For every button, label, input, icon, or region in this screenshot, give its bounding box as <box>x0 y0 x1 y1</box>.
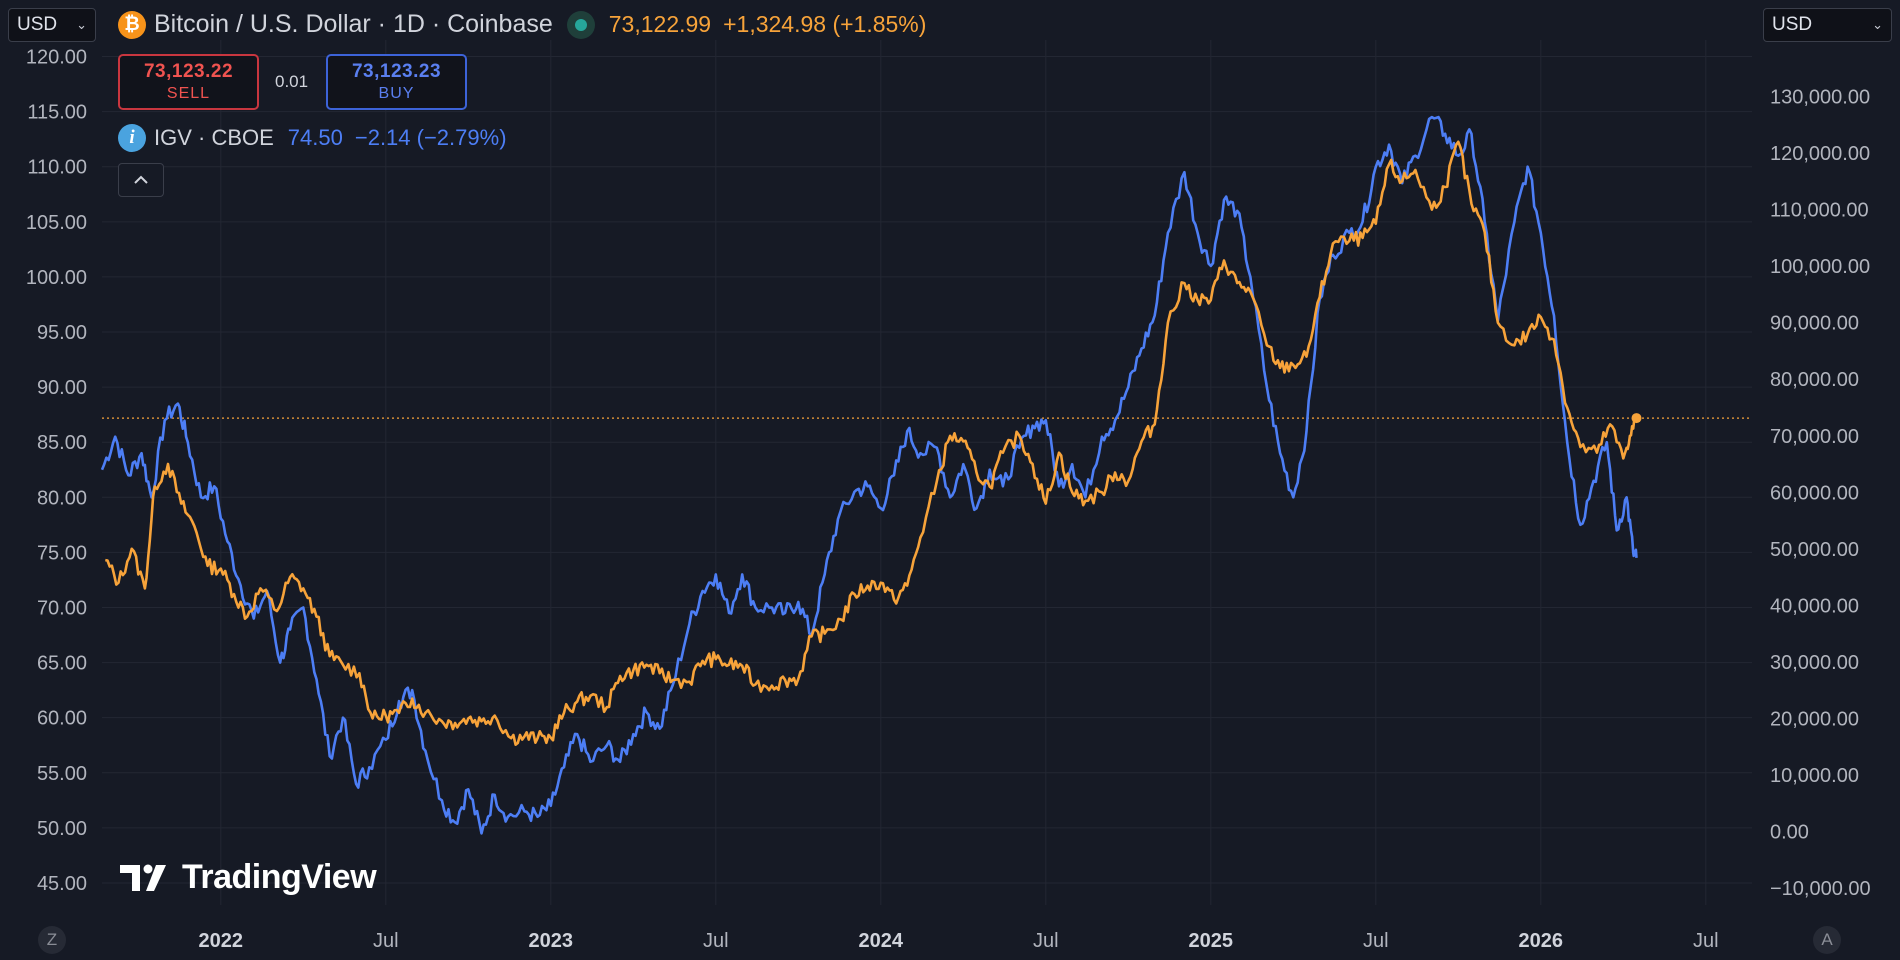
left-axis-tick-label: 105.00 <box>26 212 87 234</box>
right-axis-tick-label: 60,000.00 <box>1770 482 1859 504</box>
right-axis-tick-label: 30,000.00 <box>1770 652 1859 674</box>
compare-legend[interactable]: i IGV · CBOE 74.50 −2.14 (−2.79%) <box>118 124 507 152</box>
right-axis-tick-label: −10,000.00 <box>1770 878 1871 900</box>
tradingview-logo-text: TradingView <box>182 858 377 896</box>
chevron-down-icon: ⌄ <box>1872 17 1883 32</box>
right-axis-tick-label: 90,000.00 <box>1770 313 1859 335</box>
compare-symbol: IGV · CBOE <box>154 125 274 150</box>
left-axis-tick-label: 110.00 <box>27 157 87 179</box>
left-axis-tick-label: 90.00 <box>37 377 87 399</box>
x-axis-tick-label: Jul <box>703 930 729 952</box>
right-axis-tick-label: 80,000.00 <box>1770 369 1859 391</box>
left-axis-tick-label: 60.00 <box>37 708 87 730</box>
info-icon[interactable]: i <box>118 124 146 152</box>
right-axis-tick-label: 70,000.00 <box>1770 426 1859 448</box>
tradingview-logo-icon <box>120 864 166 891</box>
left-axis-tick-label: 75.00 <box>37 542 87 564</box>
x-axis-tick-label: 2025 <box>1189 930 1234 952</box>
x-axis-tick-label: Jul <box>1033 930 1059 952</box>
sell-label: SELL <box>166 85 211 102</box>
collapse-legend-button[interactable] <box>118 163 164 197</box>
x-axis-tick-label: 2026 <box>1519 930 1564 952</box>
buy-label: BUY <box>378 85 415 102</box>
left-axis-tick-label: 70.00 <box>37 597 87 619</box>
buy-price: 73,123.23 <box>351 61 442 82</box>
left-axis-tick-label: 50.00 <box>37 818 87 840</box>
x-axis-tick-label: 2022 <box>199 930 244 952</box>
left-axis-tick-label: 95.00 <box>37 322 87 344</box>
zoom-mode-label: Z <box>46 930 58 949</box>
left-axis-tick-label: 45.00 <box>37 873 87 895</box>
currency-select-right[interactable]: USD ⌄ <box>1763 8 1892 42</box>
left-axis-tick-label: 80.00 <box>37 487 87 509</box>
symbol-title: Bitcoin / U.S. Dollar · 1D · Coinbase <box>154 10 553 38</box>
left-axis-tick-label: 55.00 <box>37 763 87 785</box>
auto-scale-button[interactable]: A <box>1813 926 1841 954</box>
x-axis-tick-label: Jul <box>373 930 399 952</box>
auto-scale-label: A <box>1821 930 1833 949</box>
market-status-icon <box>566 10 595 39</box>
sell-button[interactable]: 73,123.22 SELL <box>118 54 259 110</box>
sell-price: 73,123.22 <box>143 61 234 82</box>
series-line-igv <box>100 115 1638 835</box>
last-price: 73,122.99 <box>608 11 712 37</box>
left-axis-tick-label: 85.00 <box>37 432 87 454</box>
x-axis-tick-label: Jul <box>1363 930 1389 952</box>
left-axis-tick-label: 65.00 <box>37 653 87 675</box>
chevron-up-icon <box>134 175 148 184</box>
tradingview-logo: TradingView <box>120 858 377 897</box>
x-axis-tick-label: 2024 <box>859 930 904 952</box>
right-axis-tick-label: 10,000.00 <box>1770 765 1859 787</box>
spread-value: 0.01 <box>275 72 309 91</box>
right-axis-tick-label: 130,000.00 <box>1770 87 1870 109</box>
right-axis-tick-label: 110,000.00 <box>1770 200 1869 222</box>
right-axis-tick-label: 40,000.00 <box>1770 595 1859 617</box>
bitcoin-icon: ₿ <box>118 10 146 39</box>
left-axis-tick-label: 120.00 <box>26 47 87 69</box>
right-axis-tick-label: 100,000.00 <box>1770 256 1870 278</box>
x-axis-tick-label: 2023 <box>529 930 574 952</box>
series-last-point-btcusd <box>1631 413 1642 424</box>
left-axis-tick-label: 100.00 <box>26 267 87 289</box>
price-change: +1,324.98 (+1.85%) <box>723 11 927 37</box>
currency-select-left[interactable]: USD ⌄ <box>8 8 96 42</box>
right-axis-tick-label: 0.00 <box>1770 822 1809 844</box>
currency-select-right-value: USD <box>1772 14 1813 35</box>
buy-button[interactable]: 73,123.23 BUY <box>326 54 467 110</box>
left-axis-tick-label: 115.00 <box>27 102 87 124</box>
right-axis-tick-label: 120,000.00 <box>1770 143 1870 165</box>
chevron-down-icon: ⌄ <box>76 17 87 32</box>
series-line-btcusd <box>105 140 1638 747</box>
currency-select-left-value: USD <box>17 14 58 35</box>
zoom-mode-button[interactable]: Z <box>38 926 66 954</box>
compare-value: 74.50 <box>287 125 343 150</box>
compare-change: −2.14 (−2.79%) <box>354 125 507 150</box>
right-axis-tick-label: 20,000.00 <box>1770 708 1859 730</box>
symbol-legend[interactable]: ₿ Bitcoin / U.S. Dollar · 1D · Coinbase … <box>118 10 926 39</box>
right-axis-tick-label: 50,000.00 <box>1770 539 1859 561</box>
x-axis-tick-label: Jul <box>1693 930 1719 952</box>
